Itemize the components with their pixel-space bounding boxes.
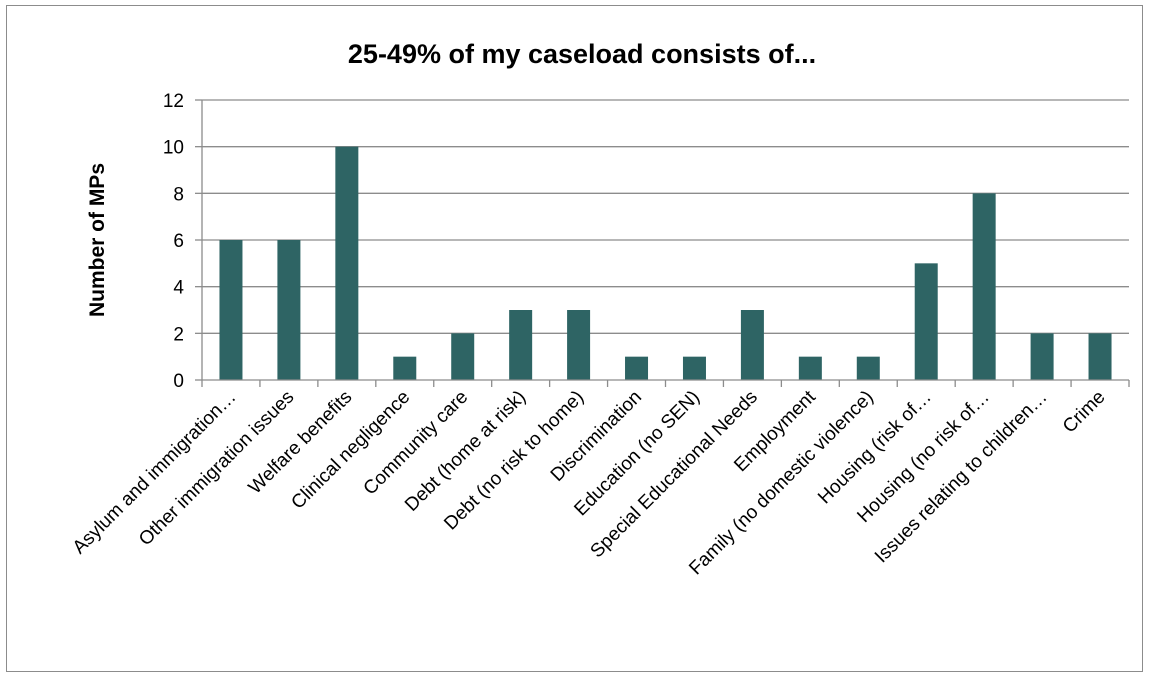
bar: [393, 356, 417, 380]
bar: [856, 356, 880, 380]
y-tick-label: 10: [163, 138, 184, 159]
y-tick-label: 2: [173, 324, 184, 345]
bar: [914, 263, 938, 380]
y-tick-label: 6: [173, 231, 184, 252]
chart-title: 25-49% of my caseload consists of...: [348, 39, 816, 69]
bar: [451, 333, 475, 380]
y-tick-label: 12: [163, 91, 184, 112]
x-tick-label: Crime: [1059, 387, 1110, 438]
bar: [740, 310, 764, 380]
y-tick-label: 0: [173, 371, 184, 392]
bar: [1030, 333, 1054, 380]
axes: [201, 100, 1130, 387]
x-tick-labels: Asylum and immigration…Other immigration…: [69, 386, 1110, 579]
y-axis-label: Number of MPs: [86, 163, 109, 317]
bar: [682, 356, 706, 380]
y-tick-label: 8: [173, 184, 184, 205]
bar: [798, 356, 822, 380]
bar: [567, 310, 591, 380]
bar: [1088, 333, 1112, 380]
x-tick-label: Community care: [360, 387, 473, 500]
bars: [219, 146, 1112, 380]
bar: [509, 310, 533, 380]
y-tick-label: 4: [173, 278, 184, 299]
y-tick-labels: 0 2 4 6 8 10 12: [163, 91, 185, 392]
x-tick-label: Welfare benefits: [245, 387, 357, 499]
bar: [219, 240, 243, 380]
bar: [972, 193, 996, 380]
bar: [625, 356, 649, 380]
bar: [335, 146, 359, 380]
bar: [277, 240, 301, 380]
